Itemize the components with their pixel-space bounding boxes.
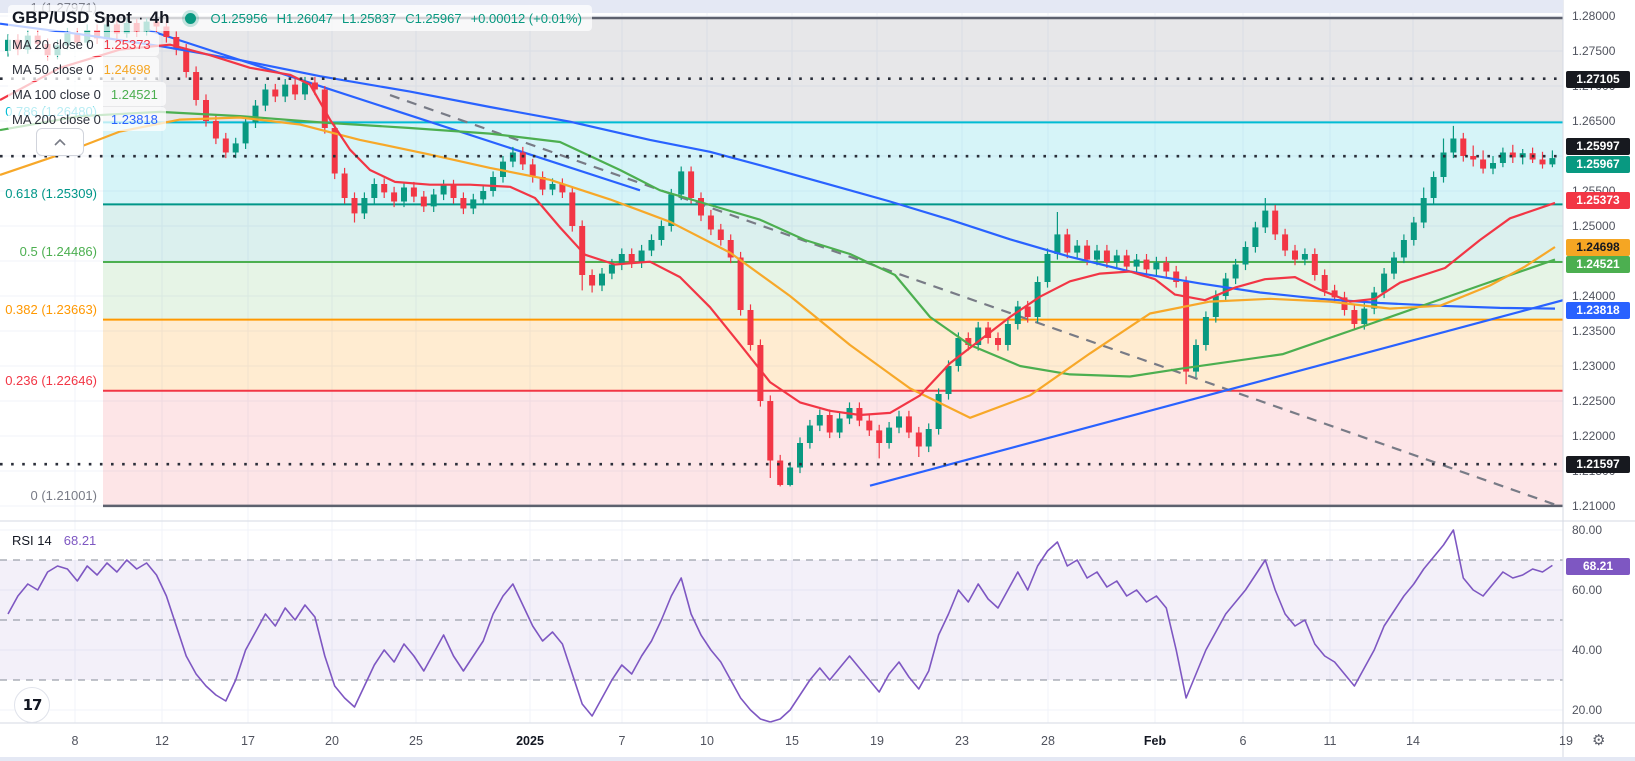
ma50-legend-row[interactable]: MA 50 close 0 1.24698 (8, 57, 159, 81)
time-tick-label: 15 (785, 734, 799, 748)
ma-line-ma50[interactable] (0, 116, 1556, 419)
rsi-tick-label: 20.00 (1572, 703, 1602, 717)
price-tick-label: 1.21000 (1572, 499, 1616, 513)
time-tick-label: 20 (325, 734, 339, 748)
last-price-badge: 1.25967 (1566, 156, 1630, 173)
rsi-line[interactable] (7, 529, 1553, 723)
ma20-value: 1.25373 (103, 36, 151, 52)
price-tick-label: 1.24000 (1572, 289, 1616, 303)
time-tick-label: 6 (1240, 734, 1247, 748)
ma-line-ma20[interactable] (0, 43, 1556, 417)
collapse-panel-button[interactable] (36, 128, 84, 156)
ma20-price-badge: 1.25373 (1566, 192, 1630, 209)
time-tick-label: 11 (1324, 734, 1337, 748)
fib-bands (103, 18, 1563, 506)
rsi-pane[interactable] (0, 521, 1563, 723)
trendline-minor-downtrend[interactable] (147, 28, 641, 192)
trendline-uptrend-support[interactable] (869, 299, 1563, 487)
candlestick-series[interactable] (5, 18, 1556, 487)
fib-level-label: 0.236 (1.22646) (5, 372, 97, 388)
symbol-title-row[interactable]: GBP/USD Spot · 4h O1.25956 H1.26047 L1.2… (8, 5, 592, 31)
ma100-value: 1.24521 (110, 86, 158, 102)
ma50-price-badge: 1.24698 (1566, 239, 1630, 256)
title-separator: · (137, 8, 144, 27)
time-tick-label: 10 (700, 734, 714, 748)
price-tick-label: 1.27500 (1572, 44, 1616, 58)
time-axis[interactable]: 8 12 17 20 25 2025 7 10 15 19 23 28 Feb 6 11 14 19 (72, 734, 1573, 748)
trendline-downtrend-dashed[interactable] (389, 94, 1556, 506)
fib-level-label: 0.618 (1.25309) (5, 186, 97, 202)
ma-line-ma200[interactable] (0, 22, 1556, 310)
price-pane[interactable] (0, 13, 1563, 521)
price-tick-label: 1.28000 (1572, 9, 1616, 23)
fib-level-label: 0 (1.21001) (30, 487, 98, 503)
rsi-tick-label: 80.00 (1572, 523, 1602, 537)
tradingview-logo-glyph: 17 (22, 696, 43, 714)
legend: GBP/USD Spot · 4h O1.25956 H1.26047 L1.2… (8, 5, 592, 132)
close-value: C1.25967 (405, 10, 462, 26)
time-tick-label: 2025 (516, 734, 544, 748)
time-tick-label: 8 (72, 734, 79, 748)
price-axis[interactable]: 1.280001.275001.270001.265001.255001.250… (1572, 9, 1616, 717)
ma200-legend-row[interactable]: MA 200 close 0 1.23818 (8, 107, 166, 131)
change-value: +0.00012 (+0.01%) (470, 10, 582, 26)
price-level-badge-mid: 1.25997 (1566, 138, 1630, 155)
rsi-label: RSI 14 (12, 533, 52, 548)
ma20-legend-row[interactable]: MA 20 close 0 1.25373 (8, 32, 159, 56)
ma100-legend-row[interactable]: MA 100 close 0 1.24521 (8, 82, 166, 106)
ma20-label: MA 20 close 0 (12, 36, 94, 52)
time-tick-label: 12 (155, 734, 169, 748)
chevron-up-icon (54, 138, 66, 146)
rsi-tick-label: 60.00 (1572, 583, 1602, 597)
open-value: O1.25956 (210, 10, 268, 26)
tradingview-logo[interactable]: 17 (14, 687, 50, 723)
price-tick-label: 1.23000 (1572, 359, 1616, 373)
rsi-legend-row[interactable]: RSI 14 68.21 (8, 531, 105, 550)
ma200-label: MA 200 close 0 (12, 111, 101, 127)
ma-line-ma100[interactable] (0, 110, 1556, 378)
ma200-value: 1.23818 (110, 111, 158, 127)
market-status-dot[interactable] (185, 12, 197, 24)
ma50-value: 1.24698 (103, 61, 151, 77)
fib-level-label: 0.382 (1.23663) (5, 301, 97, 317)
price-level-badge-lower: 1.21597 (1566, 456, 1630, 473)
price-level-badge-upper: 1.27105 (1566, 71, 1630, 88)
price-tick-label: 1.23500 (1572, 324, 1616, 338)
low-value: L1.25837 (341, 10, 397, 26)
timezone-settings-gear-icon[interactable]: ⚙ (1592, 732, 1606, 749)
price-tick-label: 1.25000 (1572, 219, 1616, 233)
price-tick-label: 1.22000 (1572, 429, 1616, 443)
price-tick-label: 1.22500 (1572, 394, 1616, 408)
fib-level-label: 0.5 (1.24486) (19, 243, 97, 259)
interval-label[interactable]: 4h (149, 8, 170, 27)
rsi-value: 68.21 (63, 533, 97, 548)
time-tick-label: 25 (409, 734, 423, 748)
time-tick-label: 23 (955, 734, 969, 748)
bottom-frame-strip (0, 757, 1635, 761)
time-tick-label: 19 (870, 734, 884, 748)
ma50-label: MA 50 close 0 (12, 61, 94, 77)
ma200-price-badge: 1.23818 (1566, 302, 1630, 319)
price-tick-label: 1.26500 (1572, 114, 1616, 128)
time-tick-label: Feb (1144, 734, 1167, 748)
time-tick-label: 28 (1041, 734, 1055, 748)
ohlc-values: O1.25956 H1.26047 L1.25837 C1.25967 +0.0… (210, 11, 581, 26)
ma100-label: MA 100 close 0 (12, 86, 101, 102)
symbol-title: GBP/USD Spot (12, 8, 132, 27)
time-tick-label: 14 (1406, 734, 1420, 748)
high-value: H1.26047 (276, 10, 333, 26)
rsi-tick-label: 40.00 (1572, 643, 1602, 657)
rsi-value-badge: 68.21 (1566, 558, 1630, 575)
ma100-price-badge: 1.24521 (1566, 256, 1630, 273)
time-tick-label: 7 (619, 734, 626, 748)
time-tick-label: 19 (1559, 734, 1573, 748)
time-tick-label: 17 (241, 734, 255, 748)
